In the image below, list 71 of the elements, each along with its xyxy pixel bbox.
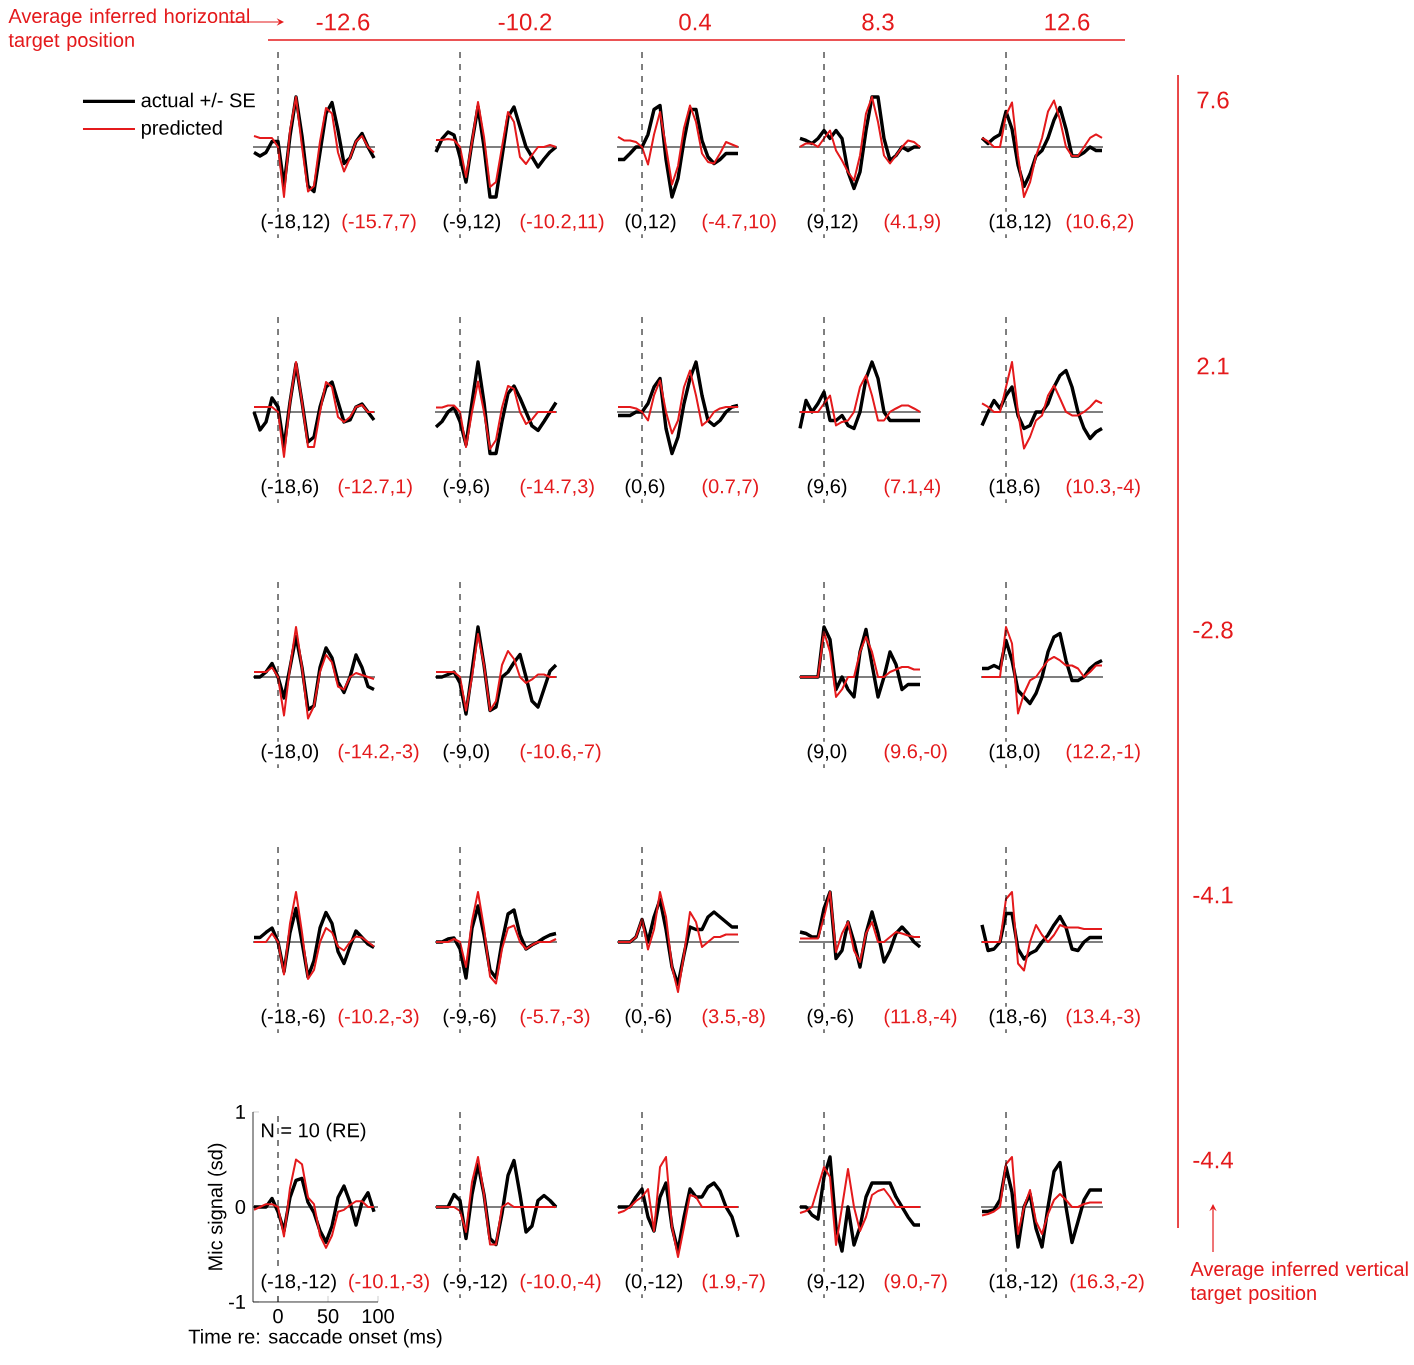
text: (4.1,9) bbox=[884, 213, 940, 233]
text: (11.8,-4) bbox=[884, 1008, 957, 1028]
text: (0,12) bbox=[625, 213, 676, 233]
text: (13.4,-3) bbox=[1066, 1008, 1140, 1028]
text: -4.1 bbox=[1193, 886, 1233, 904]
text: (9,0) bbox=[807, 743, 847, 763]
text: (-10.0,-4) bbox=[520, 1273, 601, 1293]
text: (-9,0) bbox=[443, 743, 489, 763]
legend-label: actual +/- SE bbox=[141, 92, 255, 108]
y-tick-label: 0 bbox=[235, 1199, 246, 1215]
text: 12.6 bbox=[1045, 13, 1090, 31]
text: (0.7,7) bbox=[702, 478, 758, 498]
text: 7.6 bbox=[1197, 91, 1229, 109]
text: (18,6) bbox=[989, 478, 1040, 498]
text: (10.6,2) bbox=[1066, 213, 1134, 233]
text: (-12.7,1) bbox=[338, 478, 412, 498]
text: (3.5,-8) bbox=[702, 1008, 765, 1028]
text: (-10.2,11) bbox=[520, 213, 604, 233]
text: (-9,12) bbox=[443, 213, 501, 233]
text: (-4.7,10) bbox=[702, 213, 776, 233]
y-tick-label: 1 bbox=[236, 1105, 245, 1119]
text: (-10.6,-7) bbox=[520, 743, 601, 763]
text: 0.4 bbox=[679, 13, 711, 31]
text: (-14.2,-3) bbox=[338, 743, 419, 763]
text: (-18,0) bbox=[261, 743, 319, 763]
text: (18,0) bbox=[989, 743, 1040, 763]
annotation: N = 10 (RE) bbox=[262, 1122, 366, 1142]
text: (-9,-6) bbox=[443, 1008, 496, 1028]
x-axis-title: Time re: saccade onset (ms) bbox=[188, 1328, 442, 1348]
legend-label: predicted bbox=[141, 120, 222, 139]
text: (-18,12) bbox=[261, 213, 330, 233]
text: (-5.7,-3) bbox=[520, 1008, 590, 1028]
y-axis-title: Mic signal (sd) bbox=[207, 1143, 227, 1270]
text: (18,-12) bbox=[989, 1273, 1058, 1293]
text: (18,-6) bbox=[989, 1008, 1047, 1028]
text: (-18,6) bbox=[261, 478, 319, 498]
text: Average inferred horizontal target position bbox=[8, 8, 250, 52]
text: (-15.7,7) bbox=[342, 213, 416, 233]
text: (7.1,4) bbox=[884, 478, 940, 498]
text: 8.3 bbox=[862, 13, 894, 31]
text: -4.4 bbox=[1193, 1151, 1233, 1169]
text: (-9,6) bbox=[443, 478, 489, 498]
text: (0,6) bbox=[625, 478, 665, 498]
text: (9,-12) bbox=[807, 1273, 865, 1293]
text: (-14.7,3) bbox=[520, 478, 594, 498]
x-tick-label: 0 bbox=[273, 1309, 283, 1324]
text: (9.6,-0) bbox=[884, 743, 947, 763]
text: (-9,-12) bbox=[443, 1273, 507, 1293]
text: (-18,-6) bbox=[261, 1008, 325, 1028]
text: (1.9,-7) bbox=[702, 1273, 765, 1293]
text: (18,12) bbox=[989, 213, 1051, 233]
text: Average inferred vertical target position bbox=[1190, 1261, 1408, 1305]
text: (0,-12) bbox=[625, 1273, 683, 1293]
text: (10.3,-4) bbox=[1066, 478, 1140, 498]
text: (-10.2,-3) bbox=[338, 1008, 419, 1028]
annotation: (-18,-12) bbox=[261, 1273, 336, 1293]
text: (9,6) bbox=[807, 478, 847, 498]
y-tick-label: -1 bbox=[229, 1295, 245, 1309]
text: (9.0,-7) bbox=[884, 1273, 947, 1293]
text: (16.3,-2) bbox=[1070, 1273, 1144, 1293]
text: (12.2,-1) bbox=[1066, 743, 1140, 763]
text: 2.1 bbox=[1197, 357, 1229, 375]
text: -2.8 bbox=[1193, 621, 1233, 639]
text: (0,-6) bbox=[625, 1008, 671, 1028]
x-tick-label: 100 bbox=[362, 1309, 394, 1324]
x-tick-label: 50 bbox=[317, 1309, 339, 1324]
text: -10.2 bbox=[498, 13, 552, 31]
text: -12.6 bbox=[316, 13, 370, 31]
annotation: (-10.1,-3) bbox=[349, 1273, 429, 1293]
text: (9,-6) bbox=[807, 1008, 853, 1028]
text: (9,12) bbox=[807, 213, 858, 233]
